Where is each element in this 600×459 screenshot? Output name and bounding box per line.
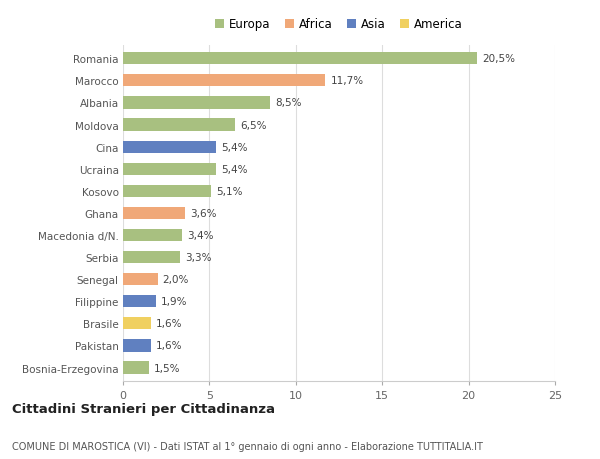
Text: 3,6%: 3,6% bbox=[190, 208, 217, 218]
Text: 11,7%: 11,7% bbox=[331, 76, 364, 86]
Text: COMUNE DI MAROSTICA (VI) - Dati ISTAT al 1° gennaio di ogni anno - Elaborazione : COMUNE DI MAROSTICA (VI) - Dati ISTAT al… bbox=[12, 441, 483, 451]
Bar bbox=[123, 230, 182, 241]
Bar bbox=[123, 185, 211, 197]
Text: 2,0%: 2,0% bbox=[163, 274, 189, 285]
Text: 6,5%: 6,5% bbox=[241, 120, 267, 130]
Text: 3,4%: 3,4% bbox=[187, 230, 214, 241]
Bar bbox=[123, 362, 149, 374]
Text: 5,4%: 5,4% bbox=[221, 164, 248, 174]
Text: 5,1%: 5,1% bbox=[217, 186, 243, 196]
Bar bbox=[123, 274, 158, 285]
Bar bbox=[123, 207, 185, 219]
Text: 1,6%: 1,6% bbox=[156, 319, 182, 329]
Text: 5,4%: 5,4% bbox=[221, 142, 248, 152]
Text: Cittadini Stranieri per Cittadinanza: Cittadini Stranieri per Cittadinanza bbox=[12, 403, 275, 415]
Bar bbox=[123, 75, 325, 87]
Text: 1,5%: 1,5% bbox=[154, 363, 181, 373]
Text: 8,5%: 8,5% bbox=[275, 98, 302, 108]
Legend: Europa, Africa, Asia, America: Europa, Africa, Asia, America bbox=[215, 18, 463, 31]
Bar bbox=[123, 97, 270, 109]
Bar bbox=[123, 141, 217, 153]
Bar bbox=[123, 252, 180, 263]
Bar bbox=[123, 296, 156, 308]
Text: 1,6%: 1,6% bbox=[156, 341, 182, 351]
Text: 3,3%: 3,3% bbox=[185, 252, 212, 263]
Text: 1,9%: 1,9% bbox=[161, 297, 188, 307]
Bar bbox=[123, 119, 235, 131]
Bar bbox=[123, 163, 217, 175]
Bar bbox=[123, 53, 477, 65]
Bar bbox=[123, 340, 151, 352]
Bar bbox=[123, 318, 151, 330]
Text: 20,5%: 20,5% bbox=[482, 54, 515, 64]
